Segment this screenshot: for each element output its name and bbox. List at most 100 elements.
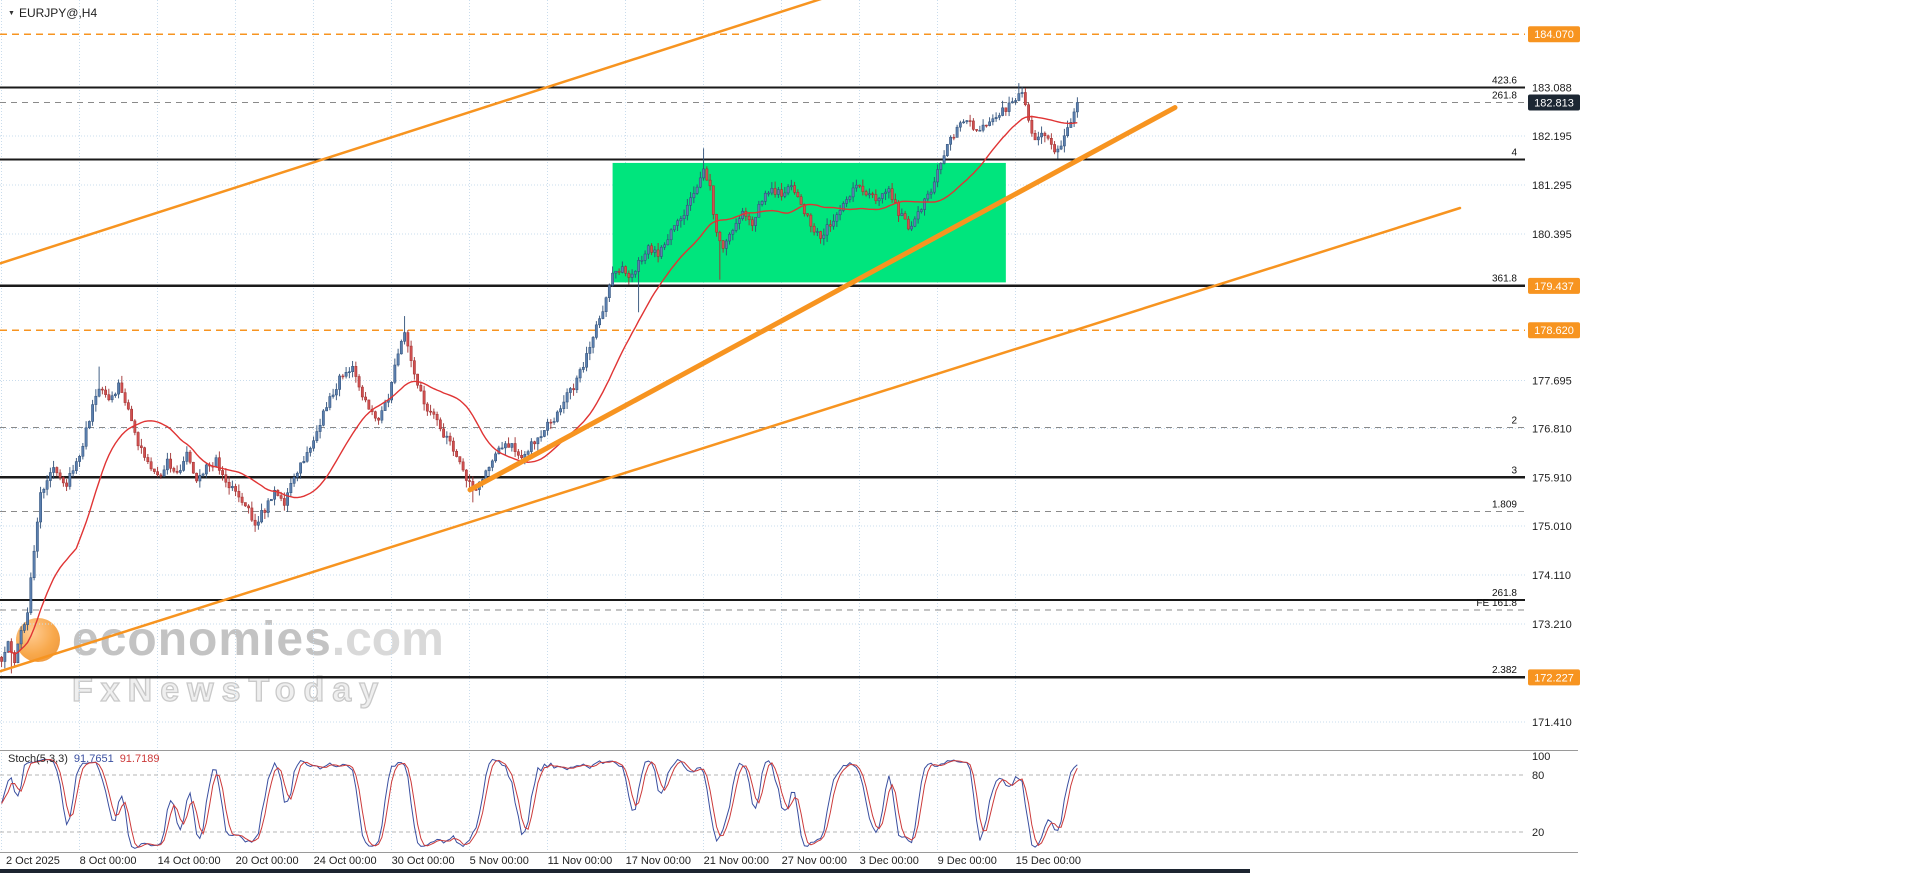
price-badge <box>1528 26 1580 43</box>
candle-body <box>3 651 7 662</box>
candle-body <box>695 186 699 194</box>
candle-body <box>448 435 452 442</box>
candle-body <box>620 266 624 273</box>
candle-body <box>539 436 543 439</box>
candle-body <box>627 272 631 278</box>
date-tick-label: 3 Dec 00:00 <box>860 855 919 867</box>
candle-body <box>578 369 582 379</box>
candle-body <box>822 234 826 239</box>
candle-body <box>728 233 732 242</box>
candle-body <box>416 373 420 386</box>
candle-body <box>1017 93 1021 101</box>
bottom-scrollbar[interactable] <box>0 869 1250 873</box>
candle-body <box>698 177 702 188</box>
level-label: 261.8 <box>1492 588 1517 599</box>
candle-body <box>572 388 576 391</box>
candle-body <box>162 469 166 477</box>
candle-body <box>279 495 283 499</box>
candle-body <box>500 447 504 450</box>
candle-body <box>679 218 683 222</box>
candle-body <box>84 427 88 447</box>
candle-body <box>630 273 634 278</box>
candle-body <box>812 225 816 233</box>
candle-body <box>1062 135 1066 147</box>
candle-body <box>312 440 316 449</box>
candle-body <box>377 417 381 421</box>
stoch-k-line <box>1 758 1078 849</box>
candle-body <box>331 394 335 397</box>
candle-body <box>19 630 23 645</box>
candle-body <box>273 489 277 500</box>
candle-body <box>113 393 117 396</box>
candle-body <box>26 612 30 625</box>
main-uptrend-trendline[interactable] <box>467 105 1178 493</box>
candle-body <box>399 341 403 355</box>
candle-body <box>104 389 107 395</box>
candle-body <box>221 470 224 475</box>
candle-body <box>737 218 741 224</box>
candle-body <box>308 447 312 453</box>
candle-body <box>29 577 33 613</box>
candle-body <box>419 384 423 392</box>
candle-body <box>513 443 517 452</box>
candle-body <box>877 198 881 202</box>
candle-body <box>510 443 514 448</box>
candle-body <box>815 231 819 233</box>
candle-body <box>188 451 192 463</box>
candle-body <box>1066 127 1069 137</box>
candle-body <box>767 192 771 195</box>
candle-body <box>981 124 985 131</box>
candle-body <box>58 472 62 478</box>
level-label: 4 <box>1511 148 1517 159</box>
candle-body <box>149 461 153 470</box>
lower-channel-trendline[interactable] <box>0 206 1462 673</box>
stoch-tick-label: 20 <box>1532 827 1544 839</box>
candle-body <box>156 471 159 476</box>
price-tick-label: 171.410 <box>1532 717 1572 729</box>
candle-body <box>425 403 429 412</box>
candle-body <box>91 404 94 422</box>
candle-body <box>897 202 901 216</box>
candle-body <box>139 445 143 448</box>
candle-body <box>689 197 693 206</box>
date-tick-label: 14 Oct 00:00 <box>158 855 221 867</box>
candle-body <box>334 389 338 396</box>
candle-body <box>383 401 387 411</box>
date-tick-label: 8 Oct 00:00 <box>80 855 137 867</box>
date-tick-label: 17 Nov 00:00 <box>626 855 691 867</box>
candle-body <box>328 396 332 408</box>
candle-body <box>932 181 936 193</box>
candle-body <box>750 219 754 226</box>
candle-body <box>884 191 888 194</box>
upper-channel-trendline[interactable] <box>0 0 860 265</box>
candle-body <box>520 455 524 458</box>
candle-body <box>533 441 537 445</box>
candle-body <box>789 185 793 188</box>
candle-body <box>809 214 813 227</box>
level-label: 423.6 <box>1492 75 1517 86</box>
level-label: 361.8 <box>1492 274 1517 285</box>
candle-body <box>338 375 342 390</box>
candle-body <box>1043 132 1047 137</box>
candle-body <box>565 392 569 403</box>
candle-body <box>347 371 351 373</box>
candle-body <box>52 467 56 473</box>
candle-body <box>864 191 868 196</box>
candle-body <box>708 179 712 187</box>
candle-body <box>224 474 228 483</box>
candle-body <box>503 443 507 449</box>
candle-body <box>838 210 842 216</box>
candle-body <box>100 388 104 391</box>
consolidation-zone[interactable] <box>612 162 1006 283</box>
candle-body <box>455 451 459 457</box>
candle-body <box>614 270 618 274</box>
candle-body <box>903 213 907 220</box>
candle-body <box>230 486 234 489</box>
candle-body <box>1056 148 1060 153</box>
candle-body <box>286 492 290 506</box>
price-tick-label: 177.695 <box>1532 375 1572 387</box>
candle-body <box>380 410 384 421</box>
candle-body <box>1030 120 1034 134</box>
candle-body <box>955 126 959 138</box>
